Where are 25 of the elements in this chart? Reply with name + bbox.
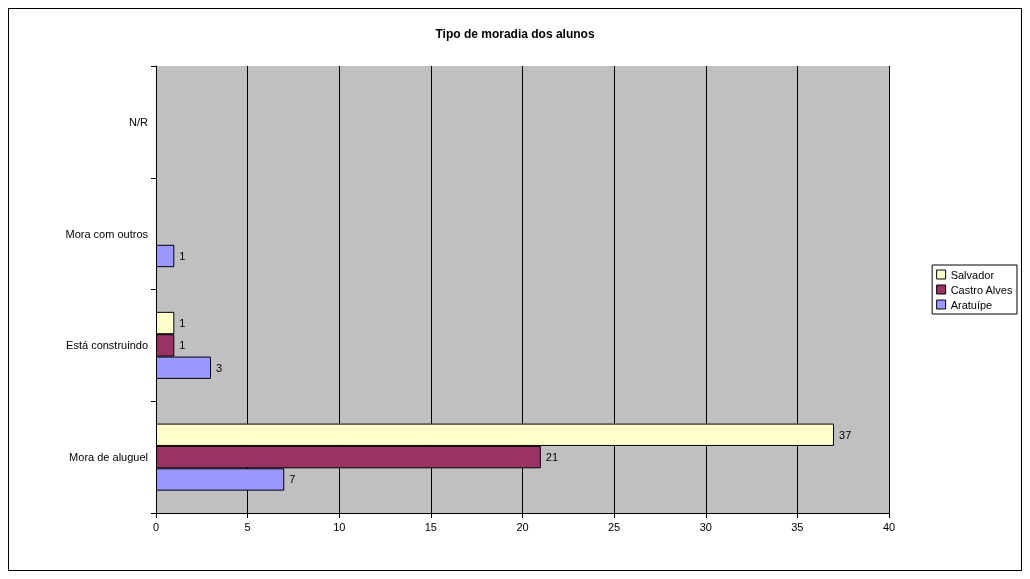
y-tick-label: Mora com outros (65, 227, 149, 240)
data-label: 1 (179, 317, 186, 330)
y-tick-label: N/R (129, 115, 149, 128)
data-label: 3 (215, 361, 223, 374)
x-tick-label: 30 (699, 520, 712, 533)
y-tick-label: Está construindo (66, 339, 148, 352)
data-label: 1 (179, 339, 186, 352)
data-label: 37 (839, 428, 852, 441)
data-label: 7 (289, 473, 296, 486)
chart-title: Tipo de moradia dos alunos (435, 27, 595, 41)
data-label: 1 (179, 249, 186, 262)
x-tick-label: 0 (152, 520, 160, 533)
data-label: 21 (545, 451, 559, 464)
x-tick-label: 20 (516, 520, 529, 533)
x-tick-label: 25 (608, 520, 621, 533)
legend-label: Salvador (950, 268, 995, 281)
x-tick-label: 15 (424, 520, 437, 533)
legend-label: Castro Alves (950, 283, 1013, 296)
y-tick-label: Mora de aluguel (69, 451, 148, 464)
x-tick-label: 40 (882, 520, 896, 533)
legend-label: Aratuípe (950, 298, 993, 311)
x-tick-label: 5 (244, 520, 251, 533)
bar (156, 244, 175, 268)
x-tick-label: 10 (333, 520, 346, 533)
x-tick-label: 35 (791, 520, 804, 533)
